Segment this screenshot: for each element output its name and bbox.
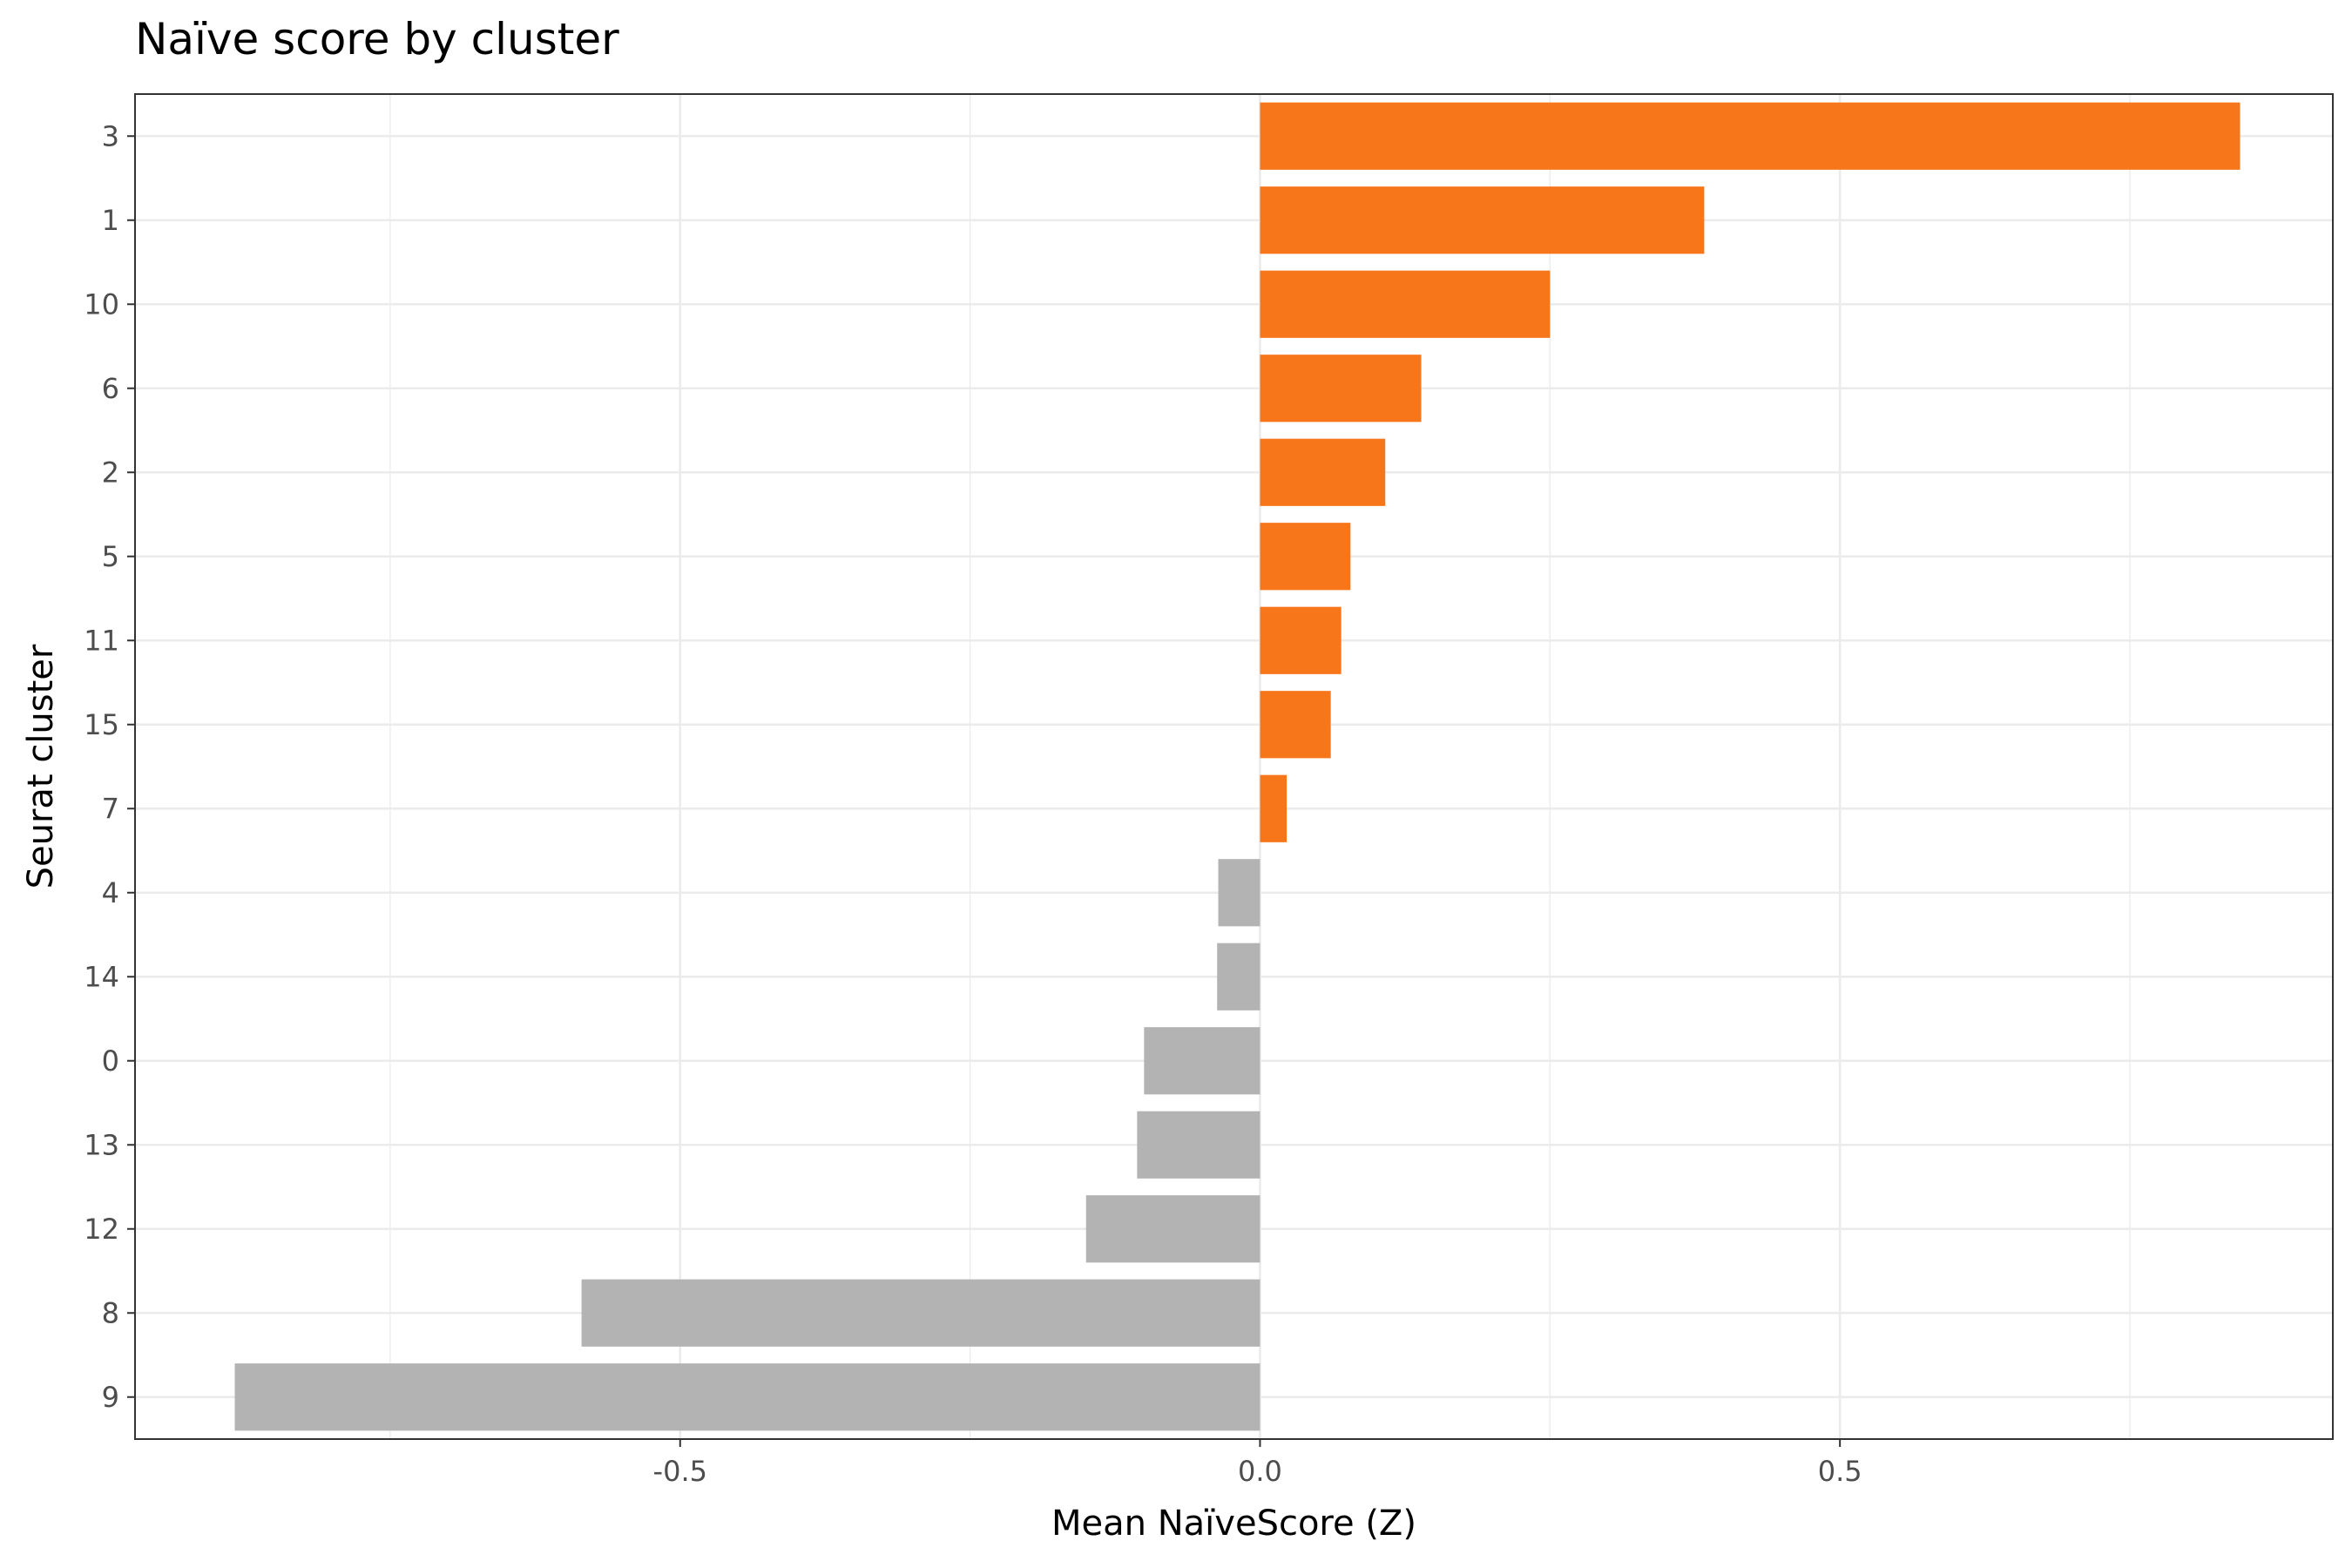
x-tick-label: -0.5	[653, 1455, 707, 1488]
y-tick-label: 11	[84, 624, 119, 657]
y-tick-label: 12	[84, 1213, 119, 1246]
bar-cluster-14	[1217, 943, 1260, 1010]
bar-cluster-12	[1085, 1195, 1260, 1263]
y-tick-label: 3	[102, 119, 119, 152]
y-tick-label: 9	[102, 1381, 119, 1414]
y-tick-label: 14	[84, 960, 119, 993]
y-axis: 3 1 10 6 2 5 11 15 7 4 14 0 13 12 8 9	[84, 119, 135, 1414]
bar-cluster-6	[1260, 355, 1422, 422]
y-tick-label: 8	[102, 1296, 119, 1329]
x-tick-label: 0.5	[1818, 1455, 1862, 1488]
panel-border	[134, 93, 2334, 1440]
x-axis: -0.5 0.0 0.5	[653, 1439, 1862, 1488]
y-tick-label: 2	[102, 456, 119, 489]
bar-cluster-9	[234, 1363, 1260, 1431]
bar-cluster-5	[1260, 523, 1351, 591]
y-tick-label: 13	[84, 1128, 119, 1161]
y-tick-label: 10	[84, 287, 119, 321]
x-tick-label: 0.0	[1238, 1455, 1282, 1488]
bar-cluster-13	[1137, 1111, 1260, 1179]
y-axis-title: Seurat cluster	[21, 644, 61, 889]
bar-cluster-3	[1260, 102, 2240, 170]
y-tick-label: 4	[102, 876, 119, 909]
y-tick-label: 7	[102, 792, 119, 825]
chart-title: Naïve score by cluster	[135, 14, 619, 64]
bars	[234, 102, 2240, 1431]
bar-cluster-15	[1260, 691, 1331, 759]
bar-cluster-7	[1260, 774, 1288, 842]
bar-cluster-0	[1144, 1027, 1260, 1095]
bar-cluster-11	[1260, 606, 1342, 674]
y-tick-label: 15	[84, 708, 119, 741]
bar-cluster-1	[1260, 186, 1705, 254]
y-tick-label: 5	[102, 540, 119, 573]
y-tick-label: 6	[102, 372, 119, 405]
y-tick-label: 0	[102, 1044, 119, 1078]
y-tick-label: 1	[102, 204, 119, 237]
bar-cluster-4	[1218, 859, 1260, 927]
bar-cluster-8	[581, 1279, 1260, 1347]
bar-cluster-2	[1260, 438, 1386, 506]
x-axis-title: Mean NaïveScore (Z)	[1051, 1504, 1416, 1544]
bar-cluster-10	[1260, 270, 1551, 338]
